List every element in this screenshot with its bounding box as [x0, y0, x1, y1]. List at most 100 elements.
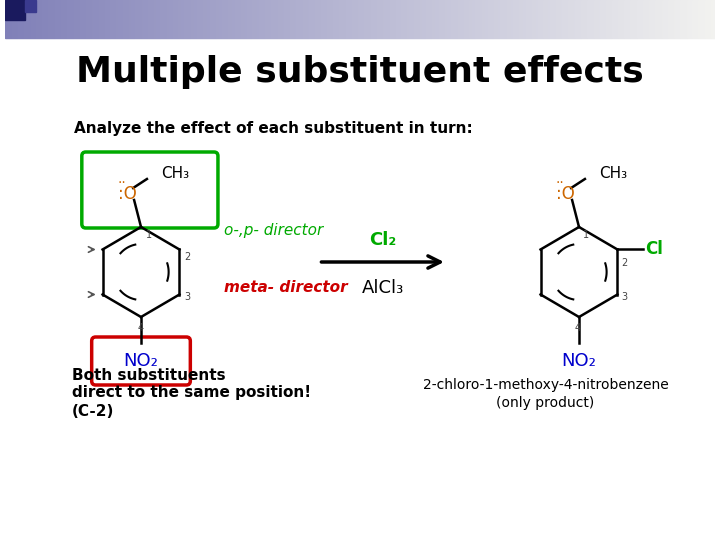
Bar [112, 0, 113, 38]
Bar [499, 0, 500, 38]
Bar [285, 0, 286, 38]
Bar [446, 0, 447, 38]
Bar [486, 0, 487, 38]
Bar [26, 0, 27, 38]
Bar [536, 0, 538, 38]
Bar [575, 0, 576, 38]
Bar [660, 0, 661, 38]
Bar [122, 0, 123, 38]
Bar [223, 0, 224, 38]
Bar [712, 0, 713, 38]
Bar [215, 0, 216, 38]
Bar [218, 0, 219, 38]
Text: 3: 3 [621, 293, 628, 302]
Bar [677, 0, 678, 38]
Bar [472, 0, 474, 38]
Bar [148, 0, 149, 38]
Bar [415, 0, 416, 38]
Text: 2: 2 [184, 253, 191, 262]
Bar [67, 0, 68, 38]
Bar [43, 0, 45, 38]
Bar [619, 0, 621, 38]
Bar [356, 0, 357, 38]
Bar [22, 0, 24, 38]
Bar [360, 0, 361, 38]
Bar [527, 0, 528, 38]
Bar [190, 0, 192, 38]
Bar [40, 0, 41, 38]
Bar [361, 0, 362, 38]
Bar [182, 0, 184, 38]
Bar [495, 0, 496, 38]
Bar [110, 0, 112, 38]
Bar [55, 0, 56, 38]
Bar [271, 0, 272, 38]
Bar [345, 0, 346, 38]
Bar [506, 0, 507, 38]
Bar [62, 0, 63, 38]
Bar [458, 0, 459, 38]
Bar [683, 0, 685, 38]
Bar [5, 0, 6, 38]
Bar [387, 0, 389, 38]
Bar [461, 0, 462, 38]
Bar [630, 0, 631, 38]
Bar [632, 0, 634, 38]
Bar [362, 0, 363, 38]
Bar [328, 0, 330, 38]
Bar [203, 0, 204, 38]
Bar [245, 0, 246, 38]
Bar [155, 0, 156, 38]
Bar [555, 0, 557, 38]
Bar [405, 0, 406, 38]
Bar [297, 0, 298, 38]
Bar [498, 0, 499, 38]
Bar [428, 0, 429, 38]
Bar [158, 0, 159, 38]
Bar [101, 0, 102, 38]
Bar [709, 0, 710, 38]
Bar [420, 0, 421, 38]
Bar [417, 0, 418, 38]
Bar [217, 0, 218, 38]
Bar [579, 0, 580, 38]
Bar [505, 0, 506, 38]
Bar [142, 0, 143, 38]
Bar [372, 0, 373, 38]
Bar [402, 0, 403, 38]
Bar [150, 0, 151, 38]
Bar [163, 0, 165, 38]
Bar [198, 0, 199, 38]
Bar [517, 0, 518, 38]
Bar [538, 0, 539, 38]
Bar [134, 0, 135, 38]
Bar [214, 0, 215, 38]
Bar [403, 0, 405, 38]
Bar [459, 0, 461, 38]
Bar [639, 0, 640, 38]
Bar [317, 0, 318, 38]
Bar [419, 0, 420, 38]
Bar [46, 0, 48, 38]
Bar [686, 0, 688, 38]
Bar [45, 0, 46, 38]
Bar [299, 0, 300, 38]
Bar [644, 0, 645, 38]
Bar [445, 0, 446, 38]
Bar [373, 0, 374, 38]
Bar [365, 0, 366, 38]
Bar [48, 0, 49, 38]
Bar [707, 0, 708, 38]
Bar [7, 0, 8, 38]
Bar [228, 0, 229, 38]
Bar [10, 0, 11, 38]
Bar [661, 0, 662, 38]
Bar [320, 0, 322, 38]
Bar [364, 0, 365, 38]
Bar [400, 0, 402, 38]
Bar [287, 0, 288, 38]
Bar [462, 0, 464, 38]
Bar [258, 0, 259, 38]
Bar [234, 0, 235, 38]
Bar [585, 0, 586, 38]
